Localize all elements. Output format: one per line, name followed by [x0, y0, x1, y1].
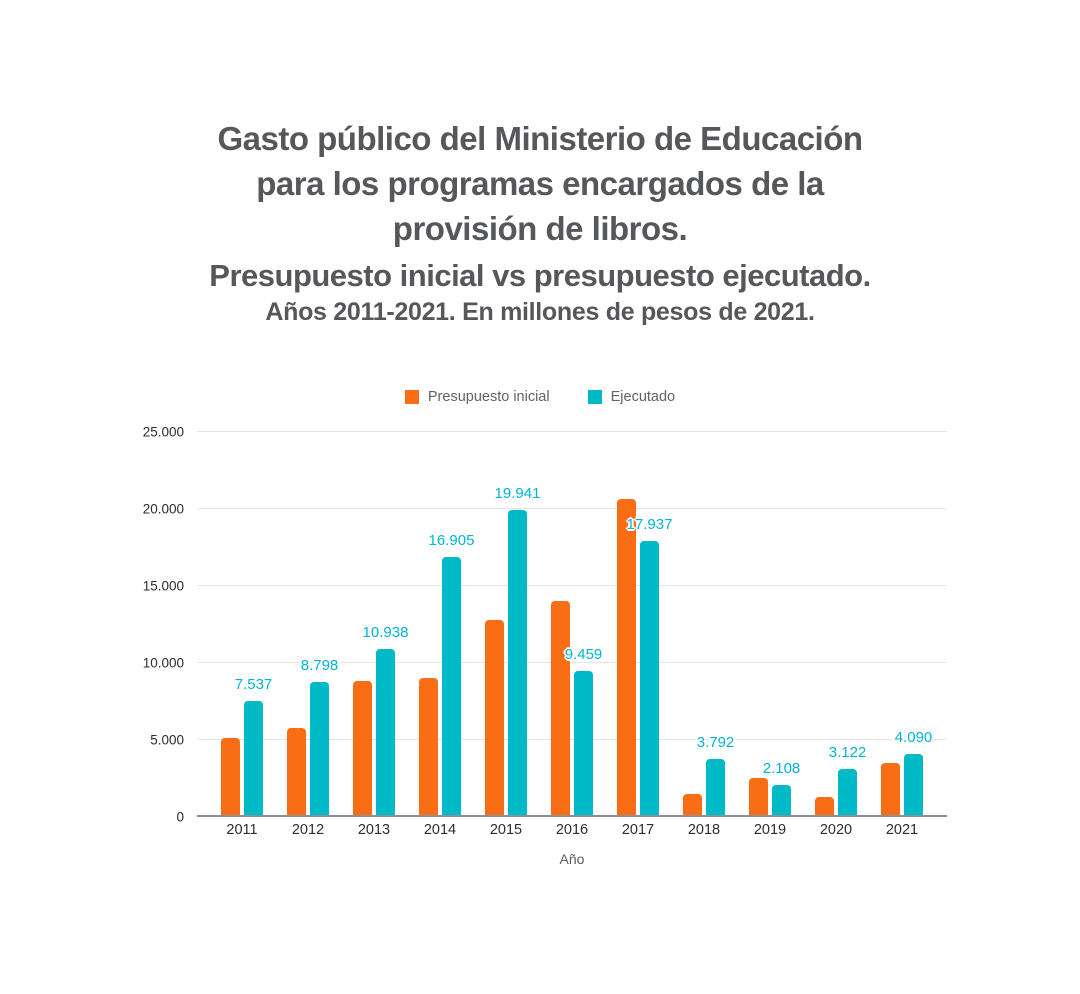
x-tick-2016: 2016 — [555, 822, 589, 838]
y-tick-label-5.000: 5.000 — [150, 732, 184, 748]
gridline-15.000 — [197, 585, 947, 586]
bar-presupuesto-inicial-2019 — [749, 777, 768, 817]
bar-ejecutado-2021: 4.090 — [895, 729, 932, 817]
x-tick-2014: 2014 — [423, 822, 457, 838]
x-tick-2017: 2017 — [621, 822, 655, 838]
bar-group-2011: 7.537 — [209, 432, 275, 817]
data-label-ejecutado-2021: 4.090 — [894, 729, 933, 747]
bar-ejecutado-2013: 10.938 — [363, 624, 408, 817]
bar-groups: 7.537 8.798 10.938 16.905 19.941 9.459 17.937 3… — [209, 432, 935, 817]
x-tick-2012: 2012 — [291, 822, 325, 838]
bar-presupuesto-inicial-2012 — [287, 727, 306, 817]
bar-ejecutado-2018: 3.792 — [697, 734, 734, 817]
y-tick-label-15.000: 15.000 — [142, 578, 184, 594]
bar-group-2019: 2.108 — [737, 432, 803, 817]
data-label-ejecutado-2014: 16.905 — [428, 531, 475, 549]
title-block: Gasto público del Ministerio de Educació… — [0, 116, 1080, 329]
bar-ejecutado-2014: 16.905 — [429, 532, 474, 817]
bar-presupuesto-inicial-2020 — [815, 796, 834, 817]
data-label-ejecutado-2013: 10.938 — [362, 623, 409, 641]
page-title-line-3: provisión de libros. — [392, 210, 688, 247]
x-tick-2018: 2018 — [687, 822, 721, 838]
data-label-ejecutado-2018: 3.792 — [696, 733, 735, 751]
legend-swatch-ejecutado — [587, 390, 602, 404]
bar-group-2016: 9.459 — [539, 432, 605, 817]
data-label-ejecutado-2019: 2.108 — [762, 759, 801, 777]
bar-presupuesto-inicial-2017 — [617, 499, 636, 817]
page-subtitle: Presupuesto inicial vs presupuesto ejecu… — [209, 258, 871, 293]
gridline-25.000 — [197, 431, 947, 432]
bar-presupuesto-inicial-2021 — [881, 763, 900, 817]
data-label-ejecutado-2020: 3.122 — [828, 743, 867, 761]
legend-label-ejecutado: Ejecutado — [610, 389, 676, 405]
bar-group-2015: 19.941 — [473, 432, 540, 817]
bar-ejecutado-2016: 9.459 — [565, 646, 602, 817]
legend-item-presupuesto-inicial: Presupuesto inicial — [404, 389, 550, 405]
bar-group-2018: 3.792 — [671, 432, 737, 817]
x-tick-2019: 2019 — [753, 822, 787, 838]
bar-presupuesto-inicial-2016 — [551, 600, 570, 817]
bar-presupuesto-inicial-2011 — [221, 738, 240, 817]
data-label-ejecutado-2017: 17.937 — [626, 515, 673, 533]
bar-presupuesto-inicial-2013 — [353, 681, 372, 817]
legend-swatch-presupuesto-inicial — [404, 390, 419, 404]
legend-label-presupuesto-inicial: Presupuesto inicial — [427, 389, 550, 405]
x-tick-labels: 2011 2012 2013 2014 2015 2016 2017 2018 2019 2020… — [209, 822, 935, 838]
page-caption: Años 2011-2021. En millones de pesos de … — [265, 298, 815, 326]
legend-item-ejecutado: Ejecutado — [587, 389, 676, 405]
bar-group-2021: 4.090 — [869, 432, 935, 817]
x-axis-title: Año — [559, 851, 585, 867]
bar-group-2017: 17.937 — [605, 432, 672, 817]
bar-ejecutado-2017: 17.937 — [627, 516, 672, 817]
bar-group-2013: 10.938 — [341, 432, 408, 817]
x-tick-2011: 2011 — [226, 822, 258, 838]
gridline-20.000 — [197, 508, 947, 509]
data-label-ejecutado-2016: 9.459 — [564, 646, 603, 664]
y-tick-label-25.000: 25.000 — [142, 424, 184, 440]
x-tick-2015: 2015 — [489, 822, 523, 838]
bar-presupuesto-inicial-2015 — [485, 620, 504, 817]
gridline-10.000 — [197, 662, 947, 663]
legend: Presupuesto inicial Ejecutado — [0, 389, 1080, 405]
bar-presupuesto-inicial-2014 — [419, 678, 438, 817]
x-axis-line — [197, 815, 947, 817]
y-tick-label-0: 0 — [176, 809, 184, 825]
bar-ejecutado-2015: 19.941 — [495, 485, 540, 817]
bar-group-2020: 3.122 — [803, 432, 869, 817]
gridline-5.000 — [197, 739, 947, 740]
data-label-ejecutado-2012: 8.798 — [300, 656, 339, 674]
page-title-line-1: Gasto público del Ministerio de Educació… — [217, 120, 863, 157]
bar-ejecutado-2020: 3.122 — [829, 744, 866, 817]
bar-presupuesto-inicial-2018 — [683, 794, 702, 817]
bar-group-2014: 16.905 — [407, 432, 474, 817]
page-title-line-2: para los programas encargados de la — [256, 165, 824, 202]
x-tick-2020: 2020 — [819, 822, 853, 838]
bar-ejecutado-2011: 7.537 — [235, 676, 272, 817]
y-tick-label-20.000: 20.000 — [142, 501, 184, 517]
y-tick-label-10.000: 10.000 — [142, 655, 184, 671]
plot-area: 7.537 8.798 10.938 16.905 19.941 9.459 17.937 3… — [143, 425, 947, 825]
x-tick-2013: 2013 — [357, 822, 391, 838]
bar-group-2012: 8.798 — [275, 432, 341, 817]
bar-ejecutado-2019: 2.108 — [763, 760, 800, 817]
data-label-ejecutado-2011: 7.537 — [234, 675, 273, 693]
data-label-ejecutado-2015: 19.941 — [494, 484, 541, 502]
bar-ejecutado-2012: 8.798 — [301, 657, 338, 817]
x-tick-2021: 2021 — [885, 822, 919, 838]
